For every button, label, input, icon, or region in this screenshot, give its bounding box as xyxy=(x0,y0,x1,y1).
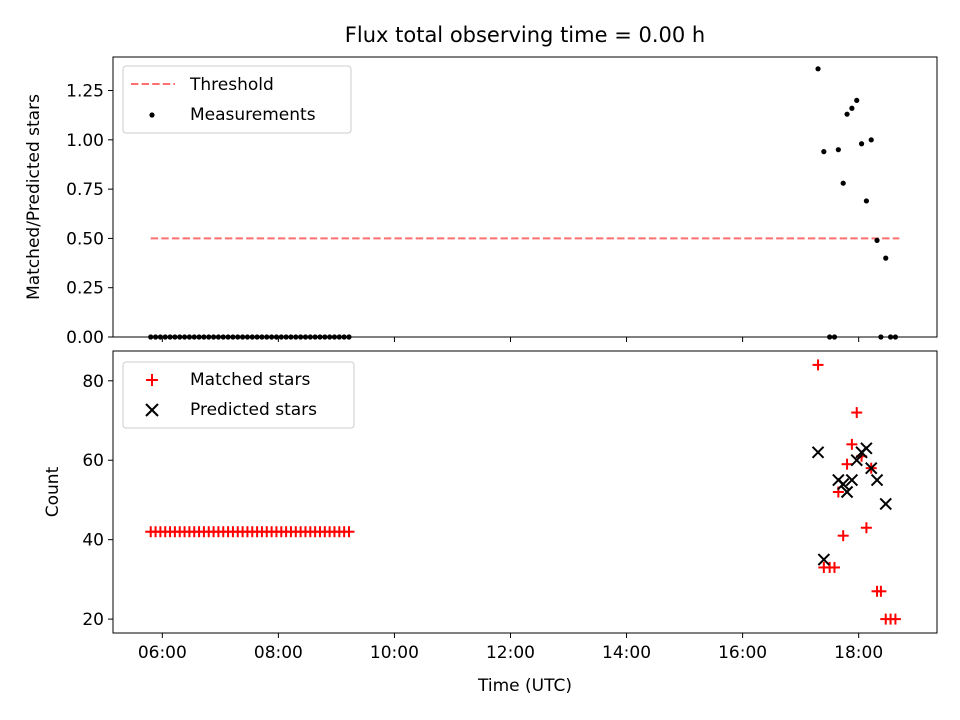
measurement-point xyxy=(835,147,841,153)
bottom-x-ticks: 06:00 08:00 10:00 12:00 14:00 16:00 18:00 xyxy=(138,633,883,663)
matched-star-point xyxy=(851,407,863,419)
predicted-star-point xyxy=(870,473,884,487)
measurement-point xyxy=(815,66,821,72)
measurement-point xyxy=(844,111,850,117)
measurement-point xyxy=(840,180,846,186)
matched-star-point xyxy=(837,530,849,542)
bottom-y-tick-label: 20 xyxy=(82,610,104,630)
legend-matched-label: Matched stars xyxy=(190,370,310,390)
predicted-star-point xyxy=(879,497,892,511)
x-tick-label: 18:00 xyxy=(834,643,883,663)
top-y-tick-label: 0.25 xyxy=(66,279,104,299)
measurement-point xyxy=(858,141,865,147)
bottom-y-tick-label: 40 xyxy=(82,531,104,551)
top-y-ticks: 0.00 0.25 0.50 0.75 1.00 1.25 xyxy=(66,82,113,348)
legend-measurements-swatch xyxy=(149,112,155,118)
predicted-star-point xyxy=(860,442,873,455)
x-tick-label: 06:00 xyxy=(138,643,187,663)
top-y-tick-label: 0.50 xyxy=(66,229,104,249)
matched-star-point xyxy=(875,585,887,597)
bottom-plot: Count Time (UTC) 20 40 60 80 06:00 08:00 10:0… xyxy=(43,350,938,696)
top-y-axis-label: Matched/Predicted stars xyxy=(24,94,44,300)
matched-star-point xyxy=(812,359,824,371)
bottom-legend-box xyxy=(122,361,355,429)
x-tick-label: 14:00 xyxy=(602,643,651,663)
bottom-y-tick-label: 80 xyxy=(82,372,104,392)
legend-matched-swatch xyxy=(146,374,158,386)
measurement-point xyxy=(849,105,855,111)
predicted-star-point xyxy=(811,446,825,459)
predicted-star-point xyxy=(836,477,850,491)
predicted-star-point xyxy=(865,461,878,475)
predicted-star-point xyxy=(817,553,831,566)
bottom-y-ticks: 20 40 60 80 xyxy=(82,372,113,630)
top-legend-box xyxy=(122,65,352,134)
measurement-point xyxy=(854,97,860,103)
bottom-marks xyxy=(145,359,901,625)
bottom-legend: Matched stars Predicted stars xyxy=(122,361,355,429)
top-y-tick-label: 1.25 xyxy=(66,82,104,102)
top-y-tick-label: 0.00 xyxy=(66,328,104,348)
x-tick-label: 10:00 xyxy=(370,643,419,663)
top-y-tick-label: 0.75 xyxy=(66,180,104,200)
bottom-y-axis-label: Count xyxy=(43,466,63,517)
bottom-plot-frame xyxy=(112,350,938,634)
legend-measurements-label: Measurements xyxy=(190,105,316,125)
legend-predicted-label: Predicted stars xyxy=(190,400,317,420)
x-axis-label: Time (UTC) xyxy=(477,676,572,696)
bottom-y-tick-label: 60 xyxy=(82,451,104,471)
legend-predicted-swatch xyxy=(145,403,159,417)
predicted-star-point xyxy=(845,473,859,487)
measurement-point xyxy=(874,237,880,243)
matched-star-point xyxy=(828,561,840,573)
matched-star-point xyxy=(846,438,858,450)
matched-star-point xyxy=(343,526,355,538)
x-tick-label: 08:00 xyxy=(254,643,303,663)
matched-star-point xyxy=(860,522,872,534)
predicted-star-point xyxy=(850,454,863,467)
measurement-point xyxy=(868,137,874,143)
x-tick-label: 12:00 xyxy=(486,643,535,663)
top-chart-title: Flux total observing time = 0.00 h xyxy=(345,23,705,47)
x-tick-label: 16:00 xyxy=(718,643,767,663)
measurement-point xyxy=(883,255,889,261)
measurement-point xyxy=(863,198,869,204)
measurement-point xyxy=(821,149,827,155)
top-y-tick-label: 1.00 xyxy=(66,131,104,151)
matched-star-point xyxy=(889,613,901,625)
legend-threshold-label: Threshold xyxy=(189,75,274,95)
predicted-star-point xyxy=(840,485,854,499)
top-legend: Threshold Measurements xyxy=(122,65,352,134)
matched-star-point xyxy=(841,458,853,470)
top-plot-frame xyxy=(112,56,938,338)
top-plot: Flux total observing time = 0.00 h Match… xyxy=(24,23,938,348)
